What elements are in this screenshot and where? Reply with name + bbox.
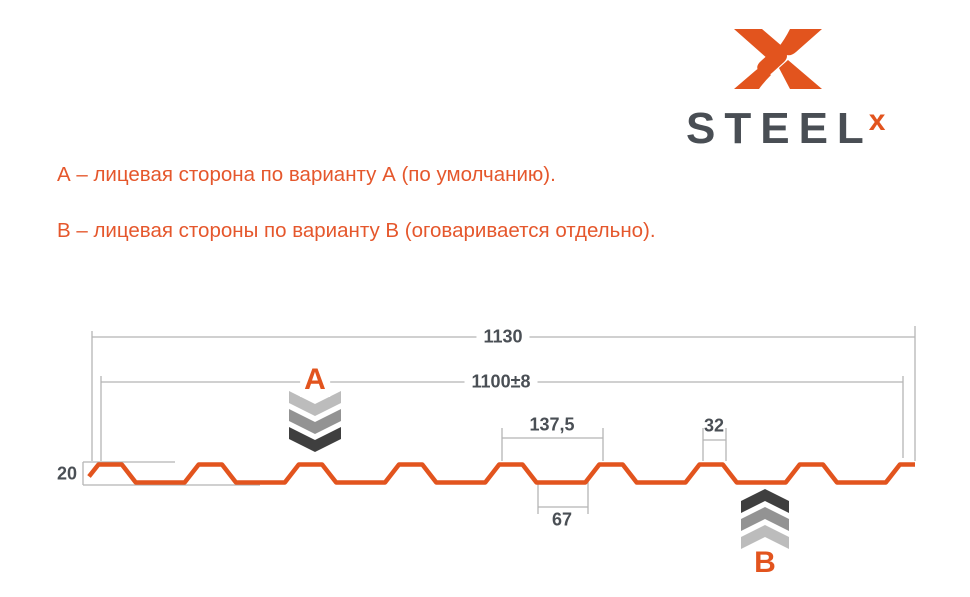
dim-working-width-extensions: [100, 376, 904, 461]
brand-sup-x: x: [868, 104, 886, 137]
note-variant-a: А – лицевая сторона по варианту А (по ум…: [57, 163, 556, 186]
chevron-down-icon: [289, 391, 341, 452]
profile-outline: [87, 462, 915, 485]
chevron-up-icon: [741, 489, 789, 549]
dim-rib-top-extensions: [702, 428, 727, 461]
dim-overall-width-extensions: [91, 326, 916, 461]
label-overall-width: 1130: [476, 326, 530, 348]
label-working-width: 1100±8: [464, 371, 538, 393]
marker-side-a: A: [300, 363, 330, 397]
brand-name: STEEL: [686, 104, 873, 153]
brand-wordmark: STEELx: [686, 104, 885, 154]
dim-rib-pitch-extensions: [501, 428, 604, 461]
label-rib-top-width: 32: [703, 415, 725, 436]
marker-side-b: B: [754, 546, 776, 579]
steelx-logo-icon: [734, 29, 822, 89]
label-rib-bottom-width: 67: [551, 509, 573, 530]
dim-height-bracket: [82, 461, 260, 486]
note-variant-b: B – лицевая стороны по варианту B (огова…: [57, 219, 656, 242]
dim-rib-bottom-extensions: [537, 482, 589, 514]
label-rib-pitch: 137,5: [529, 414, 575, 435]
brand-logo: STEELx: [686, 27, 885, 154]
label-profile-height: 20: [56, 463, 78, 484]
